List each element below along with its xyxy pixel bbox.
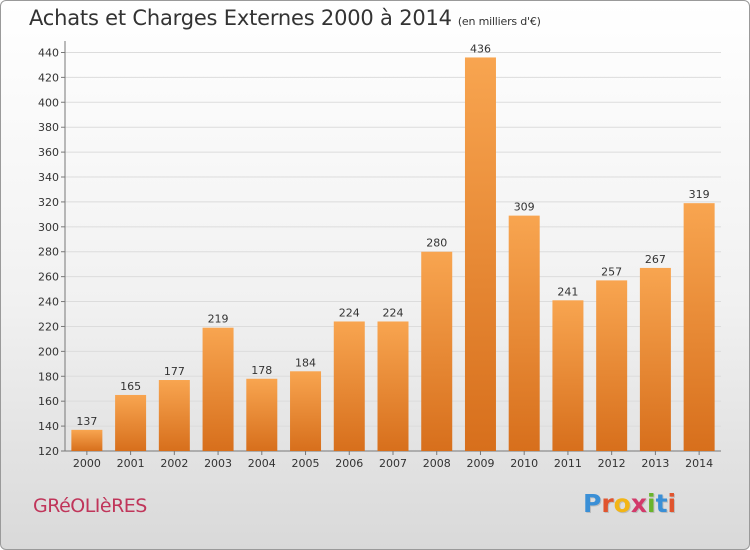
bar-2011 <box>552 300 584 451</box>
y-tick-label: 300 <box>38 221 59 234</box>
x-tick-label: 2004 <box>248 457 276 470</box>
y-tick-label: 340 <box>38 171 59 184</box>
logo-letter: i <box>647 489 656 518</box>
bar-2010 <box>508 215 540 451</box>
y-tick-label: 120 <box>38 445 59 458</box>
data-label: 178 <box>251 364 272 377</box>
x-tick-label: 2001 <box>117 457 145 470</box>
bar-2007 <box>377 321 409 451</box>
data-label: 219 <box>208 313 229 326</box>
data-label: 137 <box>76 415 97 428</box>
y-tick-label: 320 <box>38 196 59 209</box>
x-tick-label: 2005 <box>292 457 320 470</box>
data-label: 280 <box>426 237 447 250</box>
y-tick-label: 140 <box>38 420 59 433</box>
x-tick-label: 2007 <box>379 457 407 470</box>
bar-2014 <box>683 203 715 451</box>
x-tick-label: 2008 <box>423 457 451 470</box>
chart-unit: (en milliers d'€) <box>457 15 541 28</box>
x-tick-label: 2010 <box>510 457 538 470</box>
data-label: 436 <box>470 42 491 55</box>
x-tick-label: 2002 <box>160 457 188 470</box>
data-label: 319 <box>689 188 710 201</box>
logo-letter: t <box>655 489 668 518</box>
data-label: 224 <box>339 306 360 319</box>
commune-name: GRéOLIèRES <box>33 495 147 517</box>
y-tick-label: 360 <box>38 146 59 159</box>
bar-2013 <box>639 267 671 451</box>
bar-2002 <box>158 380 190 451</box>
logo-letter: o <box>613 489 631 518</box>
bar-2006 <box>333 321 365 451</box>
bar-2009 <box>464 57 496 452</box>
y-tick-label: 440 <box>38 46 59 59</box>
y-tick-label: 420 <box>38 71 59 84</box>
logo-letter: i <box>667 489 677 518</box>
logo-letter: x <box>630 489 647 518</box>
data-label: 184 <box>295 356 316 369</box>
x-tick-label: 2009 <box>466 457 494 470</box>
x-tick-label: 2013 <box>641 457 669 470</box>
x-tick-label: 2012 <box>598 457 626 470</box>
bar-2001 <box>115 394 147 451</box>
y-tick-label: 260 <box>38 271 59 284</box>
bar-2000 <box>71 429 103 451</box>
data-labels: 137 165 177 219 178 184 224 224 280 436 309 241 257 2… <box>76 42 709 427</box>
y-tick-label: 380 <box>38 121 59 134</box>
bar-2004 <box>246 378 278 451</box>
data-label: 241 <box>557 285 578 298</box>
bar-2012 <box>596 280 628 451</box>
data-label: 309 <box>514 201 535 214</box>
bar-2003 <box>202 327 234 451</box>
chart-title-text: Achats et Charges Externes 2000 à 2014 <box>29 6 452 30</box>
logo-letter: r <box>601 489 614 518</box>
y-tick-label: 160 <box>38 395 59 408</box>
data-label: 165 <box>120 380 141 393</box>
logo-letter: P <box>583 489 602 518</box>
y-tick-label: 240 <box>38 296 59 309</box>
bar-2008 <box>421 251 453 451</box>
data-label: 257 <box>601 265 622 278</box>
data-label: 177 <box>164 365 185 378</box>
x-tick-label: 2003 <box>204 457 232 470</box>
x-tick-label: 2011 <box>554 457 582 470</box>
x-tick-label: 2006 <box>335 457 363 470</box>
y-tick-label: 400 <box>38 96 59 109</box>
chart-title: Achats et Charges Externes 2000 à 2014 (e… <box>29 6 541 30</box>
x-tick-label: 2000 <box>73 457 101 470</box>
y-tick-label: 180 <box>38 370 59 383</box>
axes: 120 140 160 180 200 220 240 260 280 300 320 340 360 3… <box>38 41 721 470</box>
bars <box>71 57 715 452</box>
y-tick-label: 200 <box>38 345 59 358</box>
data-label: 267 <box>645 253 666 266</box>
x-tick-label: 2014 <box>685 457 713 470</box>
proxiti-logo[interactable]: Proxiti <box>583 489 676 518</box>
y-tick-label: 220 <box>38 320 59 333</box>
bar-2005 <box>290 371 322 451</box>
data-label: 224 <box>383 306 404 319</box>
y-tick-label: 280 <box>38 246 59 259</box>
